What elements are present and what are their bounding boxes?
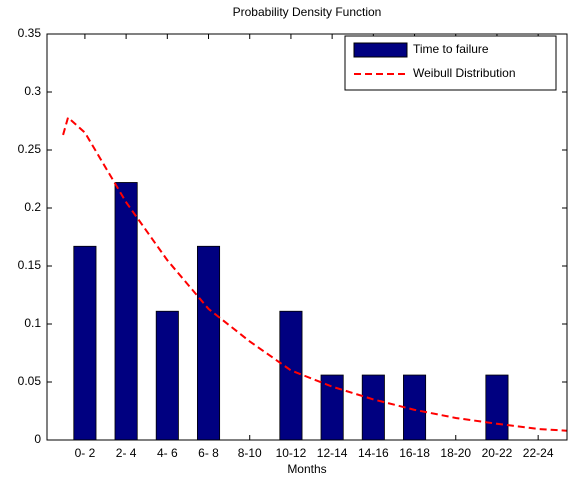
legend-label: Time to failure [413,42,489,56]
x-tick-label: 20-22 [482,446,513,460]
x-tick-label: 8-10 [238,446,262,460]
y-tick-label: 0.1 [24,316,41,330]
y-tick-label: 0.05 [18,374,42,388]
x-tick-label: 4- 6 [157,446,178,460]
legend-label: Weibull Distribution [413,66,516,80]
x-tick-label: 2- 4 [116,446,137,460]
y-tick-label: 0.35 [18,26,42,40]
bar [196,245,221,441]
bar [403,374,427,441]
bar [279,310,303,441]
chart-title: Probability Density Function [233,5,382,19]
bar [155,310,179,441]
y-tick-label: 0.25 [18,142,42,156]
x-tick-label: 0- 2 [75,446,96,460]
x-tick-label: 18-20 [440,446,471,460]
x-tick-label: 16-18 [399,446,430,460]
bar [485,374,509,441]
y-tick-label: 0 [34,432,41,446]
bar [361,374,385,441]
y-tick-label: 0.15 [18,258,42,272]
bar [114,182,138,441]
x-tick-label: 22-24 [523,446,554,460]
x-tick-label: 10-12 [276,446,307,460]
y-tick-label: 0.3 [24,84,41,98]
legend-swatch [353,42,408,58]
x-tick-label: 12-14 [317,446,348,460]
bar [320,374,344,441]
plot-frame [46,33,568,441]
x-tick-label: 14-16 [358,446,389,460]
y-tick-label: 0.2 [24,200,41,214]
x-tick-label: 6- 8 [198,446,219,460]
x-axis-label: Months [287,462,326,476]
bar [73,245,97,441]
line [62,115,568,432]
